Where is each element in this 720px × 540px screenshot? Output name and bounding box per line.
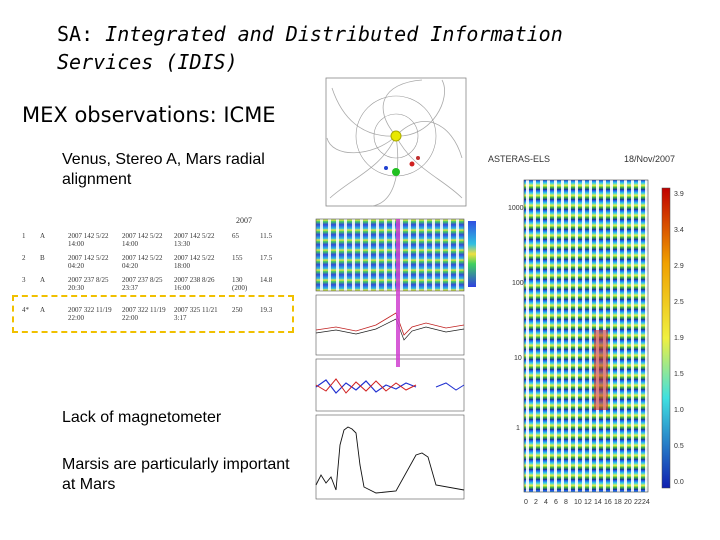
alignment-note: Venus, Stereo A, Mars radial alignment — [62, 151, 265, 188]
title-line2: Services (IDIS) — [57, 50, 238, 74]
table-row: 3 A 2007 237 8/25 20:30 2007 237 8/25 23… — [22, 276, 273, 292]
colorbar-ticks: 3.9 3.4 2.9 2.5 1.9 1.5 1.0 0.5 0.0 — [674, 191, 684, 486]
svg-text:14: 14 — [594, 499, 602, 506]
spectrogram-instrument-label: ASTERAS-ELS — [488, 154, 550, 164]
svg-text:0: 0 — [524, 499, 528, 506]
ion-spectrogram-panel — [315, 218, 465, 292]
orbit-frame — [325, 77, 467, 207]
field-trace-blue — [315, 379, 417, 394]
slide-subtitle: MEX observations: ICME — [22, 103, 276, 127]
title-line1: Integrated and Distributed Information — [105, 22, 563, 46]
parker-spirals — [326, 79, 463, 207]
x-ticks: 0 2 4 6 8 10 12 14 16 18 20 22 24 — [524, 499, 650, 506]
slide-title: SA: Integrated and Distributed Informati… — [57, 20, 617, 76]
table-row: 2 B 2007 142 5/22 04:20 2007 142 5/22 04… — [22, 254, 273, 270]
icme-signature — [594, 330, 608, 410]
heliospheric-orbit-diagram — [325, 77, 467, 207]
svg-text:10: 10 — [574, 499, 582, 506]
svg-text:16: 16 — [604, 499, 612, 506]
svg-text:12: 12 — [584, 499, 592, 506]
svg-text:4: 4 — [544, 499, 548, 506]
highlighted-event-box — [12, 295, 294, 333]
els-spectrogram-canvas: ASTERAS-ELS 18/Nov/2007 1000 100 10 1 0 … — [488, 154, 684, 506]
magnetometer-note: Lack of magnetometer — [62, 409, 222, 426]
field-trace-red — [315, 378, 417, 394]
svg-text:20: 20 — [624, 499, 632, 506]
table-row: 4* A 2007 322 11/19 22:00 2007 322 11/19… — [22, 306, 273, 322]
density-panel — [315, 294, 465, 356]
spectrogram-colorbar — [661, 187, 671, 489]
stacked-timeseries-plot — [315, 218, 476, 500]
svg-text:1.0: 1.0 — [674, 407, 684, 414]
title-prefix: SA: — [57, 22, 106, 46]
marsis-trace — [315, 426, 465, 494]
marsis-panel — [315, 414, 465, 500]
icme-table: 2007 1 A 2007 142 5/22 14:00 2007 142 5/… — [12, 212, 294, 333]
earth-marker — [392, 168, 400, 176]
svg-text:22: 22 — [634, 499, 642, 506]
svg-text:8: 8 — [564, 499, 568, 506]
svg-text:0.0: 0.0 — [674, 479, 684, 486]
y-tick: 100 — [512, 280, 524, 287]
spectrogram-image — [523, 179, 649, 493]
panel-colorbar — [468, 221, 476, 287]
svg-text:3.9: 3.9 — [674, 191, 684, 198]
mars-marker — [409, 161, 415, 167]
icme-arrival-marker — [396, 219, 400, 367]
els-spectrogram: ASTERAS-ELS 18/Nov/2007 1000 100 10 1 0 … — [484, 140, 698, 512]
svg-text:2.5: 2.5 — [674, 299, 684, 306]
svg-text:18: 18 — [614, 499, 622, 506]
stereo-b-marker — [384, 166, 388, 170]
svg-text:2: 2 — [534, 499, 538, 506]
y-tick: 1000 — [508, 205, 524, 212]
svg-text:2.9: 2.9 — [674, 263, 684, 270]
table-row: 1 A 2007 142 5/22 14:00 2007 142 5/22 14… — [22, 232, 272, 248]
spectrogram-date-label: 18/Nov/2007 — [624, 154, 675, 164]
marsis-note: Marsis are particularly important at Mar… — [62, 456, 290, 493]
svg-text:1.5: 1.5 — [674, 371, 684, 378]
svg-text:0.5: 0.5 — [674, 443, 684, 450]
stereo-a-marker — [416, 156, 420, 160]
svg-text:6: 6 — [554, 499, 558, 506]
table-header-year: 2007 — [236, 216, 252, 225]
y-tick: 10 — [514, 355, 522, 362]
orbit-ring — [373, 113, 419, 159]
svg-text:24: 24 — [642, 499, 650, 506]
y-tick: 1 — [516, 425, 520, 432]
svg-text:1.9: 1.9 — [674, 335, 684, 342]
field-trace-late — [435, 382, 465, 391]
svg-text:3.4: 3.4 — [674, 227, 684, 234]
sun-marker — [390, 130, 402, 142]
